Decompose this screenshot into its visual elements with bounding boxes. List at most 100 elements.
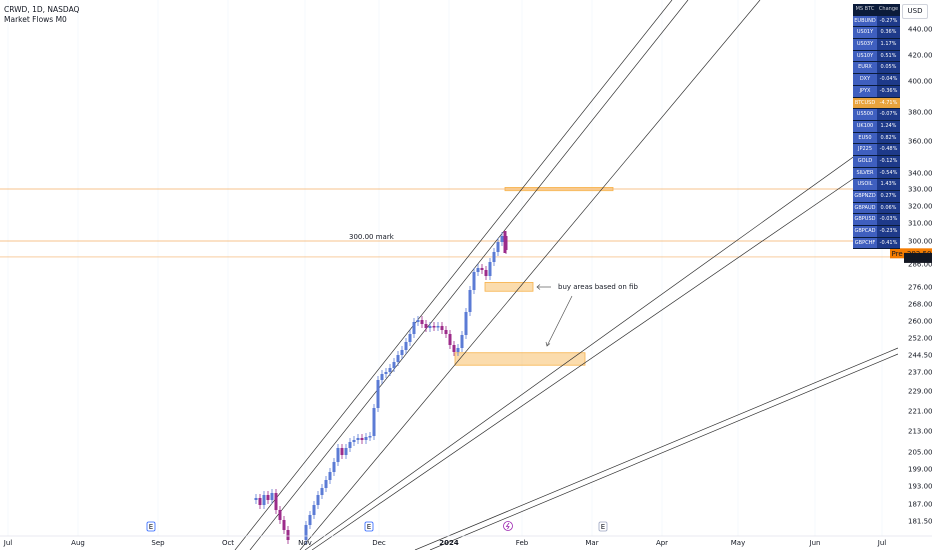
trendline bbox=[429, 353, 899, 550]
watchlist-change: -0.48% bbox=[877, 144, 900, 155]
time-tick-label: Dec bbox=[372, 539, 386, 547]
candle bbox=[448, 334, 452, 345]
candle bbox=[416, 320, 420, 322]
candle bbox=[380, 374, 384, 380]
price-tick-label: 252.00 bbox=[908, 335, 932, 343]
earnings-marker[interactable]: E bbox=[146, 521, 156, 532]
price-tick-label: 286.00 bbox=[908, 261, 932, 269]
watchlist-change: 0.06% bbox=[877, 202, 900, 214]
mark-300-label: 300.00 mark bbox=[349, 233, 395, 241]
watchlist-symbol: US01Y bbox=[853, 27, 877, 39]
buy-arrow-down bbox=[546, 295, 573, 347]
price-tick-label: 181.50 bbox=[908, 518, 932, 526]
earnings-marker[interactable]: E bbox=[598, 521, 608, 532]
watchlist-row[interactable]: DXY -0.04% bbox=[853, 74, 900, 86]
price-tick-label: 237.00 bbox=[908, 369, 932, 377]
watchlist-row[interactable]: GBPCAD -0.23% bbox=[853, 226, 900, 238]
watchlist-row[interactable]: USOIL 1.43% bbox=[853, 179, 900, 191]
watchlist-symbol: EUBUND bbox=[853, 15, 877, 27]
watchlist-row[interactable]: GBPCHF -0.41% bbox=[853, 237, 900, 250]
watchlist-row[interactable]: US03Y 1.17% bbox=[853, 39, 900, 51]
watchlist-symbol: USOIL bbox=[853, 179, 877, 190]
candle bbox=[436, 326, 440, 328]
candle bbox=[360, 438, 364, 440]
watchlist-row[interactable]: UK100 1.24% bbox=[853, 120, 900, 133]
currency-button[interactable]: USD bbox=[902, 4, 928, 19]
candle bbox=[344, 448, 348, 455]
time-tick-label: May bbox=[731, 539, 745, 547]
candle bbox=[324, 480, 328, 488]
buy-areas-label: buy areas based on fib bbox=[558, 283, 638, 291]
watchlist-row[interactable]: EU50 0.82% bbox=[853, 132, 900, 145]
watchlist-row[interactable]: US01Y 0.36% bbox=[853, 27, 900, 40]
watchlist-row[interactable]: BTCUSD -4.71% bbox=[853, 97, 900, 110]
watchlist-row[interactable]: US10Y 0.51% bbox=[853, 50, 900, 63]
watchlist-row[interactable]: GOLD -0.12% bbox=[853, 155, 900, 168]
annotations: 300.00 mark buy areas based on fib bbox=[349, 233, 638, 347]
trendlines bbox=[234, 0, 899, 550]
candle bbox=[503, 231, 507, 253]
candle bbox=[464, 312, 468, 335]
watchlist-change: -0.23% bbox=[877, 226, 900, 237]
price-tick-label: 420.00 bbox=[908, 52, 932, 60]
candle bbox=[400, 350, 404, 355]
indicator-title[interactable]: Market Flows M0 bbox=[4, 15, 67, 24]
candles bbox=[254, 231, 508, 544]
watchlist-symbol: SILVER bbox=[853, 167, 877, 179]
candle bbox=[420, 320, 424, 324]
earnings-marker[interactable]: E bbox=[364, 521, 374, 532]
last-value: 290.31 bbox=[907, 254, 932, 262]
watchlist-change: -0.36% bbox=[877, 85, 900, 97]
time-tick-label: Aug bbox=[71, 539, 85, 547]
watchlist-row[interactable]: JPYX -0.36% bbox=[853, 85, 900, 98]
price-tick-label: 205.00 bbox=[908, 449, 932, 457]
price-tick-label: 360.00 bbox=[908, 138, 932, 146]
candle bbox=[312, 505, 316, 515]
watchlist-symbol: GBPCHF bbox=[853, 237, 877, 249]
price-tick-label: 229.00 bbox=[908, 388, 932, 396]
price-tick-label: 260.00 bbox=[908, 318, 932, 326]
arrowhead-left-icon bbox=[536, 284, 541, 290]
watchlist-symbol: GBPCAD bbox=[853, 226, 877, 237]
watchlist-row[interactable]: GBPNZD 0.27% bbox=[853, 191, 900, 203]
candle bbox=[428, 326, 432, 328]
trendline bbox=[304, 124, 899, 550]
trendline bbox=[234, 0, 673, 550]
watchlist-change: 0.27% bbox=[877, 191, 900, 202]
time-tick-label: Mar bbox=[585, 539, 598, 547]
watchlist-change: -0.41% bbox=[877, 237, 900, 249]
price-tick-label: 187.00 bbox=[908, 501, 932, 509]
time-tick-label: Oct bbox=[222, 539, 234, 547]
watchlist-row[interactable]: EURX 0.05% bbox=[853, 62, 900, 75]
dividend-marker[interactable] bbox=[503, 521, 513, 531]
price-tick-label: 199.00 bbox=[908, 466, 932, 474]
price-tick-label: 276.00 bbox=[908, 284, 932, 292]
arrowhead-down-icon bbox=[545, 341, 551, 347]
watchlist-symbol: EURX bbox=[853, 62, 877, 74]
price-tick-label: 330.00 bbox=[908, 186, 932, 194]
price-axis[interactable]: 440.00 420.00 400.00 380.00 360.00 340.00 330.… bbox=[898, 0, 932, 536]
watchlist-row[interactable]: JP225 -0.48% bbox=[853, 144, 900, 156]
watchlist-row[interactable]: GBPAUD 0.06% bbox=[853, 202, 900, 215]
buy-zone bbox=[454, 352, 586, 366]
candle bbox=[336, 448, 340, 462]
watchlist-row[interactable]: EUBUND -0.27% bbox=[853, 15, 900, 28]
watchlist-change: -4.71% bbox=[877, 97, 900, 109]
price-tick-label: 268.00 bbox=[908, 301, 932, 309]
candle bbox=[396, 355, 400, 362]
candle bbox=[372, 408, 376, 436]
price-tick-label: 193.00 bbox=[908, 483, 932, 491]
watchlist-symbol: EU50 bbox=[853, 132, 877, 144]
candle bbox=[488, 262, 492, 276]
candle bbox=[392, 362, 396, 368]
time-axis[interactable]: Jul Aug Sep Oct Nov Dec 2024 Feb Mar Apr May Jun Jul bbox=[0, 535, 932, 547]
watchlist-row[interactable]: GBPUSD -0.03% bbox=[853, 214, 900, 227]
watchlist-symbol: JPYX bbox=[853, 85, 877, 97]
watchlist-row[interactable]: SILVER -0.54% bbox=[853, 167, 900, 180]
watchlist-row[interactable]: US500 -0.07% bbox=[853, 109, 900, 121]
candle bbox=[320, 488, 324, 495]
